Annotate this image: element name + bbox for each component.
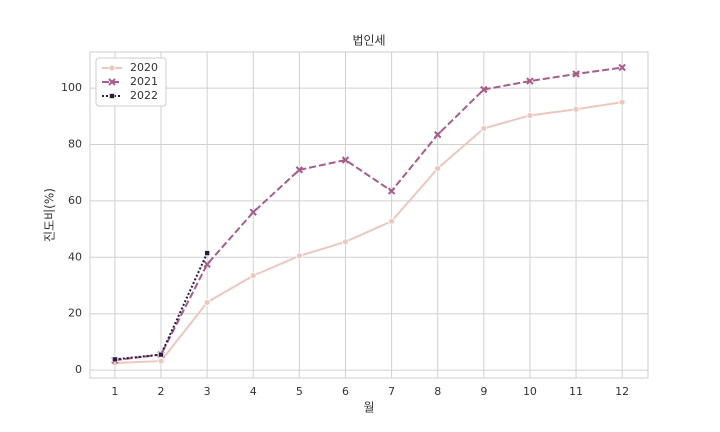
x-tick-label: 11 [569,385,583,398]
y-tick-label: 80 [68,137,82,150]
x-tick-label: 10 [523,385,537,398]
point [387,187,396,195]
y-tick-label: 0 [75,363,82,376]
legend-label: 2021 [130,75,158,88]
point [526,112,534,119]
chart-title: 법인세 [352,34,385,48]
point [526,77,534,85]
y-axis-label: 진도비(%) [43,188,57,242]
y-tick-label: 60 [68,194,82,207]
point [388,217,395,225]
point [157,357,165,365]
x-tick-label: 5 [296,385,303,398]
x-tick-label: 3 [204,385,211,398]
x-tick-label: 9 [480,385,487,398]
point [480,125,488,132]
point [618,63,626,72]
point [249,208,257,216]
point [108,78,116,86]
point [295,166,304,174]
point [203,260,211,269]
series [112,250,210,363]
point [249,272,257,280]
x-tick-label: 8 [434,385,441,398]
line [114,101,623,365]
point [480,85,488,94]
x-tick-label: 12 [615,385,629,398]
x-tick-label: 2 [158,385,165,398]
point [295,252,303,260]
point [572,105,580,113]
line [114,66,623,362]
point [112,356,118,363]
point [203,299,211,306]
legend-label: 2022 [130,89,158,102]
point [109,93,115,99]
point [618,98,626,106]
y-tick-label: 20 [68,307,82,320]
point [158,351,164,358]
point [572,70,580,78]
x-tick-label: 6 [342,385,349,398]
series [111,63,626,364]
x-axis-label: 월 [363,401,374,415]
plot-frame [89,51,649,379]
series [111,98,626,367]
point [434,130,442,139]
point [108,64,116,72]
y-tick-label: 100 [61,81,82,94]
x-tick-label: 7 [388,385,395,398]
y-tick-label: 40 [68,250,82,263]
legend-label: 2020 [130,61,158,74]
point [204,250,210,256]
point [434,165,442,172]
x-tick-label: 1 [111,385,118,398]
line [114,252,209,361]
x-tick-label: 4 [250,385,257,398]
point [341,156,350,164]
point [342,238,349,246]
